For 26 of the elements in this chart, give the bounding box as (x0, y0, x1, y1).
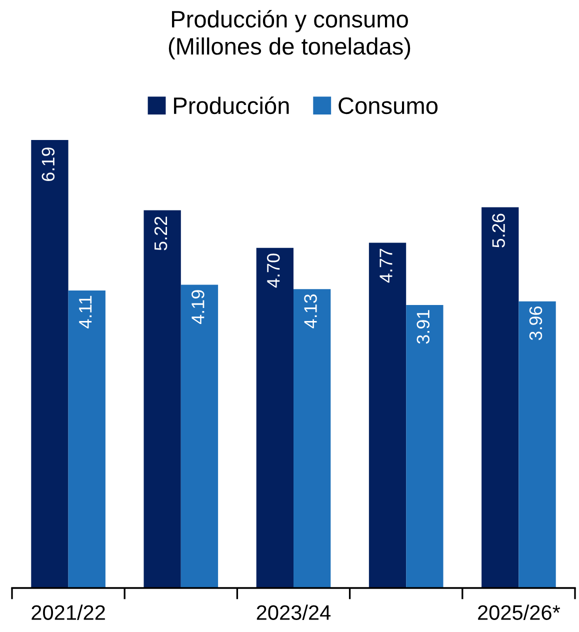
legend-label: Consumo (338, 97, 438, 114)
bar (180, 284, 218, 588)
legend-label: Producción (174, 96, 289, 114)
data-label: 4.13 (304, 294, 317, 328)
data-label: 5.22 (154, 216, 168, 250)
bar (518, 301, 556, 588)
x-tick-label: 2023/24 (256, 604, 331, 620)
bar (256, 248, 294, 588)
data-label: 3.91 (416, 310, 430, 344)
data-label: 4.77 (380, 248, 392, 283)
bar (406, 305, 444, 588)
bar (144, 210, 181, 588)
bar (482, 207, 519, 588)
data-label: 3.96 (529, 306, 542, 340)
x-tick-label: 2025/26* (478, 604, 560, 620)
data-label: 5.26 (492, 214, 505, 248)
data-label: 4.70 (266, 254, 280, 288)
chart-title: Producción y consumo (Millones de toneladas) (168, 10, 410, 60)
data-label: 4.19 (192, 290, 204, 324)
bar (31, 140, 68, 588)
data-label: 6.19 (42, 148, 55, 181)
x-tick-label: 2021/22 (32, 604, 105, 620)
bar (294, 289, 331, 588)
bar (368, 242, 406, 588)
bar (68, 290, 106, 588)
data-label: 4.11 (79, 296, 92, 328)
